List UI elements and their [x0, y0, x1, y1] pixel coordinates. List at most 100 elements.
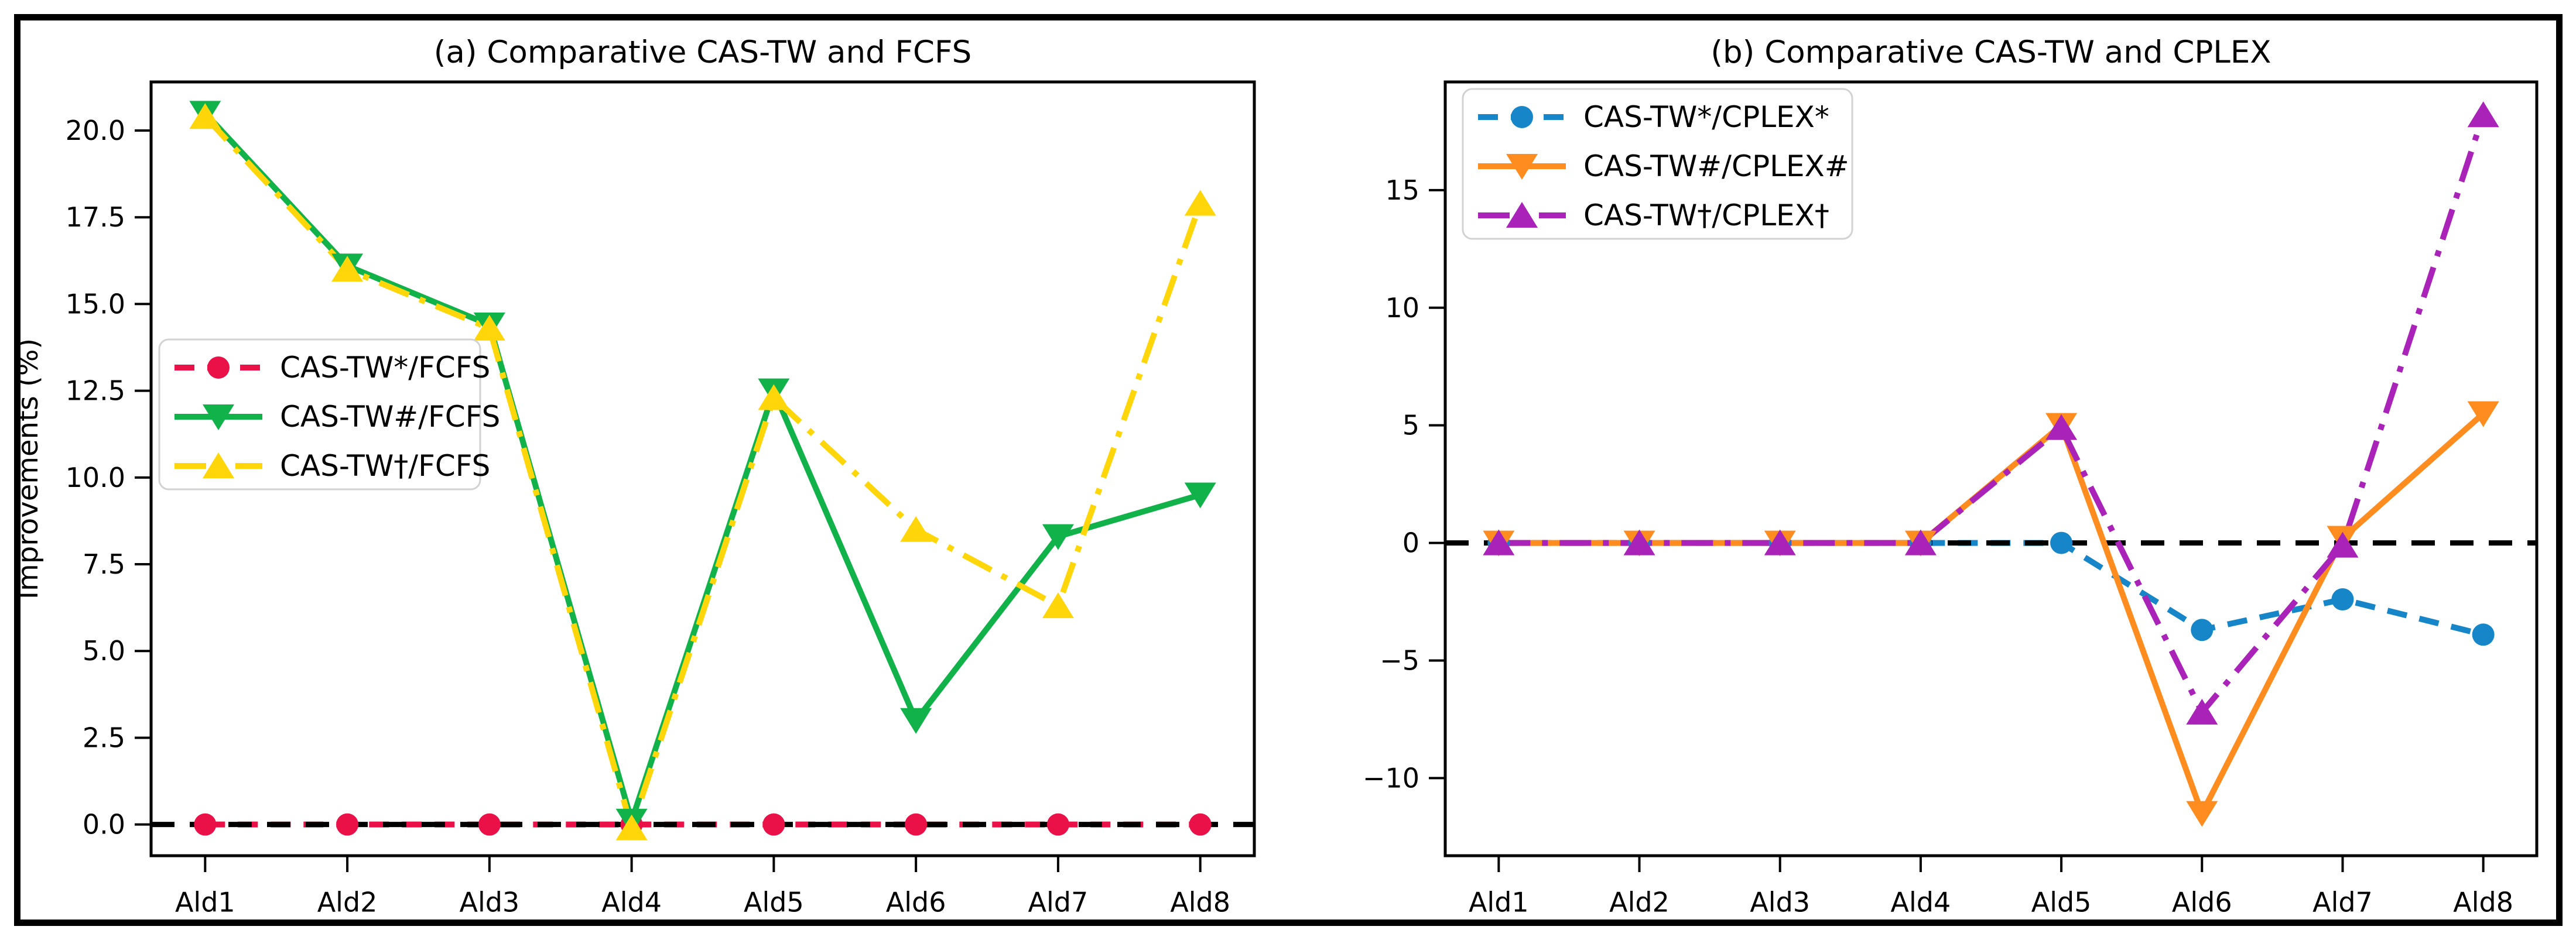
legend-label: CAS-TW#/CPLEX#: [1583, 149, 1849, 183]
x-tick-label: Ald2: [1609, 886, 1670, 918]
triangle-up-marker: [1184, 190, 1216, 216]
legend-b: CAS-TW*/CPLEX* CAS-TW#/CPLEX# CAS-TW†/CPLE…: [1462, 88, 1853, 240]
circle-marker: [1189, 813, 1212, 836]
legend-label: CAS-TW#/FCFS: [280, 400, 500, 434]
x-tick-label: Ald3: [1750, 886, 1810, 918]
y-axis-label: Improvements (%): [12, 338, 45, 600]
legend-label: CAS-TW*/CPLEX*: [1583, 100, 1829, 134]
legend-item: CAS-TW#/FCFS: [175, 400, 500, 434]
x-tick-label: Ald4: [1891, 886, 1951, 918]
legend-triangle-up-marker: [1506, 202, 1538, 228]
triangle-up-marker: [189, 103, 221, 129]
triangle-up-marker: [473, 314, 505, 341]
circle-marker: [478, 813, 501, 836]
circle-marker: [905, 813, 928, 836]
plot-area-border-a: [149, 80, 1256, 857]
legend-item: CAS-TW*/FCFS: [175, 351, 490, 385]
y-tick-label: 10.0: [66, 462, 125, 493]
y-tick-label: 0.0: [83, 809, 125, 840]
triangle-up-marker: [1042, 592, 1074, 619]
triangle-up-marker: [1764, 529, 1796, 555]
triangle-up-marker: [2045, 414, 2078, 440]
x-tick-label: Ald2: [317, 886, 378, 918]
legend-label: CAS-TW†/FCFS: [280, 449, 490, 483]
triangle-up-marker: [2327, 531, 2359, 558]
series-line-cas-tw-fcfs: [203, 114, 1203, 838]
y-tick-label: 5: [1402, 410, 1419, 441]
legend-item: CAS-TW*/CPLEX*: [1478, 100, 1829, 134]
triangle-up-marker: [1623, 529, 1655, 555]
series-line-cas-tw-cplex: [1499, 411, 2485, 821]
legend-a: CAS-TW*/FCFS CAS-TW#/FCFS CAS-TW†/FCFS: [158, 338, 500, 490]
circle-marker: [2472, 623, 2495, 646]
y-axis-b: −10 −5 0 5 10 15: [1363, 174, 1445, 794]
panel-a: 0.0 2.5 5.0 7.5 10.0 12.5 15.0 17.5 20.0 Ald1 Ald2…: [66, 80, 1256, 918]
triangle-down-marker: [1042, 524, 1074, 550]
y-tick-label: 15.0: [66, 288, 125, 320]
x-tick-label: Ald7: [2312, 886, 2373, 918]
legend-item: CAS-TW#/CPLEX#: [1478, 149, 1849, 183]
triangle-up-marker: [615, 814, 648, 840]
x-axis-b: Ald1 Ald2 Ald3 Ald4 Ald5 Ald6 Ald7 Ald8: [1469, 856, 2513, 918]
x-tick-label: Ald4: [601, 886, 662, 918]
triangle-up-marker: [2186, 698, 2218, 725]
circle-marker: [2050, 531, 2073, 554]
x-tick-label: Ald8: [1170, 886, 1230, 918]
x-tick-label: Ald3: [459, 886, 519, 918]
circle-marker: [336, 813, 359, 836]
legend-circle-marker: [1511, 106, 1533, 128]
y-tick-label: −10: [1363, 762, 1419, 794]
plot-area-border-b: [1443, 80, 2539, 857]
triangle-down-marker: [1184, 482, 1216, 509]
triangle-down-marker: [900, 708, 932, 734]
panel-b-title: (b) Comparative CAS-TW and CPLEX: [1711, 35, 2271, 70]
legend-label: CAS-TW†/CPLEX†: [1583, 198, 1829, 232]
legend-box: [158, 338, 481, 490]
y-tick-label: 10: [1385, 292, 1419, 324]
y-tick-label: 5.0: [83, 635, 125, 667]
legend-triangle-down-marker: [203, 404, 234, 430]
circle-marker: [1046, 813, 1069, 836]
x-tick-label: Ald5: [744, 886, 804, 918]
y-tick-label: −5: [1380, 644, 1419, 676]
triangle-up-marker: [1483, 529, 1515, 555]
x-tick-label: Ald6: [2172, 886, 2232, 918]
circle-marker: [2191, 619, 2214, 641]
x-tick-label: Ald6: [886, 886, 946, 918]
y-tick-label: 15: [1385, 174, 1419, 206]
legend-triangle-down-marker: [1506, 154, 1538, 180]
y-tick-label: 17.5: [66, 201, 125, 233]
x-axis-a: Ald1 Ald2 Ald3 Ald4 Ald5 Ald6 Ald7 Ald8: [175, 856, 1230, 918]
panel-a-title: (a) Comparative CAS-TW and FCFS: [433, 35, 972, 70]
y-tick-label: 0: [1402, 527, 1419, 559]
circle-marker: [194, 813, 217, 836]
triangle-up-marker: [758, 384, 790, 410]
series-line-cas-tw-cplex: [1499, 114, 2486, 718]
y-tick-label: 20.0: [66, 115, 125, 146]
series-markers-cas-tw-cplex: [1483, 101, 2499, 725]
legend-box: [1462, 88, 1853, 240]
circle-marker: [2331, 588, 2354, 611]
series-markers-cas-tw-cplex: [1483, 401, 2499, 827]
x-tick-label: Ald5: [2031, 886, 2092, 918]
triangle-up-marker: [331, 256, 364, 282]
legend-circle-marker: [207, 356, 230, 379]
legend-label: CAS-TW*/FCFS: [280, 351, 490, 385]
y-tick-label: 2.5: [83, 722, 125, 753]
x-tick-label: Ald1: [175, 886, 235, 918]
y-tick-label: 7.5: [83, 548, 125, 580]
x-tick-label: Ald7: [1028, 886, 1089, 918]
x-tick-label: Ald1: [1469, 886, 1529, 918]
y-axis-a: 0.0 2.5 5.0 7.5 10.0 12.5 15.0 17.5 20.0: [66, 115, 151, 840]
triangle-up-marker: [900, 516, 932, 542]
triangle-down-marker: [2467, 401, 2499, 427]
triangle-down-marker: [2186, 801, 2218, 827]
legend-item: CAS-TW†/FCFS: [175, 449, 490, 483]
legend-triangle-up-marker: [203, 452, 234, 478]
series-markers-cas-tw-fcfs: [189, 103, 1216, 840]
triangle-up-marker: [1904, 529, 1937, 555]
triangle-up-marker: [2467, 101, 2499, 128]
